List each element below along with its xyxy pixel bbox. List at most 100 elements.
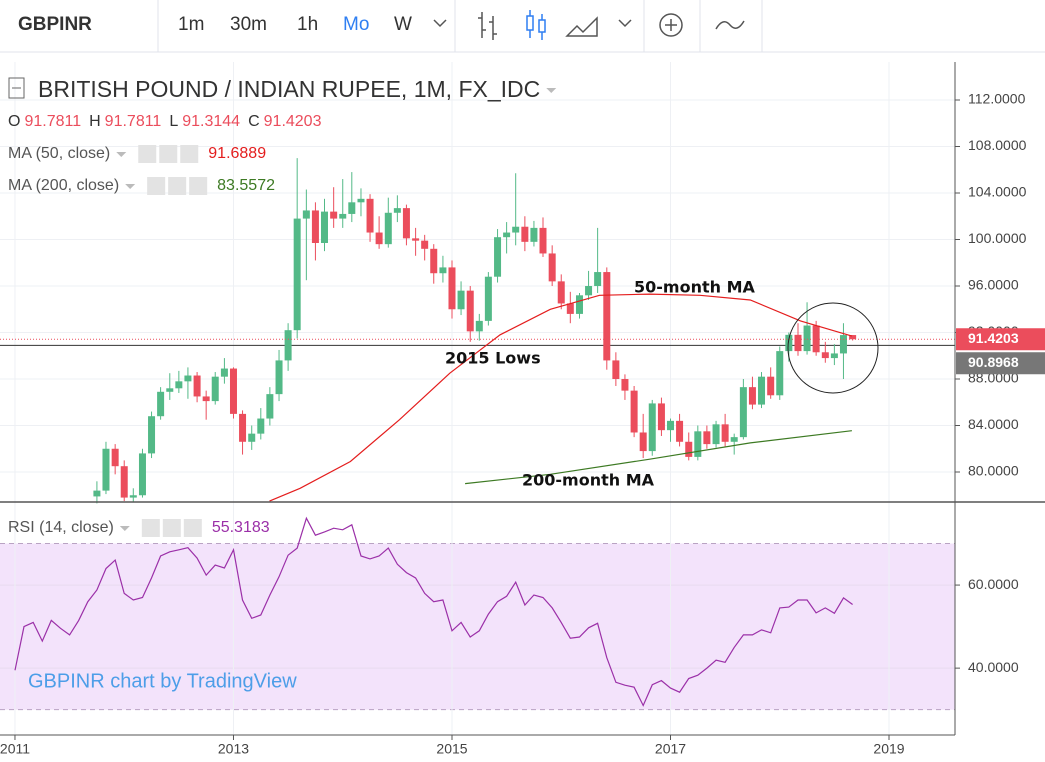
moving-average-line — [269, 293, 853, 502]
toolbar: GBPINR — [0, 0, 1045, 53]
candle-body — [430, 248, 438, 274]
candle-body — [266, 394, 274, 419]
legend-control[interactable] — [159, 145, 178, 163]
interval-button[interactable]: Mo — [343, 14, 369, 35]
annotation: 200-month MA — [522, 471, 655, 490]
candle-body — [393, 208, 401, 213]
candle-body — [166, 388, 174, 392]
candle-body — [776, 351, 784, 396]
ma-legend-value: 83.5572 — [217, 177, 275, 194]
y-tick-label: 96.0000 — [968, 277, 1019, 293]
legend-control[interactable] — [183, 519, 202, 537]
candle-body — [138, 453, 146, 496]
candle-body — [730, 437, 738, 442]
candle-body — [767, 376, 775, 396]
candle-body — [357, 198, 365, 203]
candle-body — [193, 375, 201, 397]
candle-body — [202, 396, 210, 402]
candle-body — [229, 368, 237, 414]
candle-body — [93, 490, 101, 497]
ohlc-key: O — [8, 113, 20, 130]
legend-control[interactable] — [141, 519, 160, 537]
candle-body — [594, 272, 602, 287]
candle-body — [375, 232, 383, 245]
candle-body — [603, 272, 611, 361]
x-tick-label: 2017 — [655, 741, 686, 757]
ohlc-key: H — [89, 113, 101, 130]
ohlc-value: 91.7811 — [24, 113, 81, 130]
candle-style-icon[interactable] — [526, 10, 546, 40]
y-tick-label: 84.0000 — [968, 416, 1019, 432]
interval-button[interactable]: W — [394, 14, 412, 35]
interval-button[interactable]: 30m — [230, 14, 267, 35]
legend-control[interactable] — [162, 519, 181, 537]
interval-button[interactable]: 1h — [297, 14, 318, 35]
legend-caret — [125, 184, 136, 189]
candle-body — [366, 198, 374, 233]
legend-caret — [116, 152, 127, 157]
legend-control[interactable] — [168, 177, 187, 195]
rsi-legend-value: 55.3183 — [212, 519, 270, 536]
candle-body — [120, 466, 128, 498]
candle-body — [630, 390, 638, 433]
candle-body — [129, 495, 137, 498]
candle-body — [348, 202, 356, 214]
compare-icon[interactable] — [659, 13, 683, 37]
crosshair-label: 90.8968 — [968, 354, 1019, 370]
candle-body — [484, 276, 492, 321]
candle-body — [621, 379, 629, 391]
candle-body — [839, 335, 847, 354]
ma-legend-value: 91.6889 — [208, 145, 266, 162]
indicators-icon[interactable] — [715, 20, 745, 30]
rsi-line — [14, 516, 853, 707]
legend-caret — [119, 526, 130, 531]
candle-body — [748, 387, 756, 405]
candle-body — [457, 290, 465, 310]
annotation: 2015 Lows — [445, 349, 541, 368]
symbol[interactable]: GBPINR — [18, 14, 92, 35]
area-style-icon[interactable] — [565, 16, 598, 37]
candle-body — [211, 376, 219, 402]
dropdown-icon[interactable] — [618, 19, 632, 28]
candle-body — [785, 334, 793, 352]
candle-body — [311, 210, 319, 243]
plot-area: GBPINR chart by TradingView — [0, 62, 955, 735]
candle-body — [712, 424, 720, 445]
ohlc-key: L — [169, 113, 178, 130]
candle-body — [239, 413, 247, 442]
candle-body — [694, 431, 702, 457]
interval-button[interactable]: 1m — [178, 14, 204, 35]
highlight-circle — [787, 302, 879, 394]
y-tick-label: 112.0000 — [968, 91, 1026, 107]
legend-control[interactable] — [138, 145, 157, 163]
candle-body — [657, 403, 665, 431]
ohlc-key: C — [248, 113, 260, 130]
x-tick-label: 2011 — [0, 741, 30, 757]
candle-body — [466, 290, 474, 332]
collapse-icon[interactable] — [8, 77, 25, 99]
candle-body — [448, 267, 456, 310]
candle-body — [339, 213, 347, 219]
candle-body — [503, 232, 511, 238]
compare-plus — [665, 19, 677, 31]
bar-style-icon[interactable] — [478, 12, 497, 40]
candle-body — [612, 360, 620, 380]
legend-control[interactable] — [189, 177, 208, 195]
dropdown-icon[interactable] — [433, 19, 447, 28]
candle-body — [666, 420, 674, 431]
candle-body — [102, 448, 110, 491]
candle-body — [566, 303, 574, 314]
rsi-legend-name: RSI (14, close) — [8, 519, 114, 536]
legend-control[interactable] — [147, 177, 166, 195]
ohlc-value: 91.3144 — [182, 113, 240, 130]
candle-body — [676, 420, 684, 442]
legend-control[interactable] — [180, 145, 199, 163]
candle-body — [512, 226, 520, 233]
candle-body — [439, 267, 447, 274]
candle-body — [703, 431, 711, 445]
candle-body — [302, 210, 310, 219]
candle-body — [175, 381, 183, 389]
candle-body — [648, 403, 656, 452]
title-caret — [546, 88, 557, 93]
price-label: 91.4203 — [968, 330, 1019, 346]
